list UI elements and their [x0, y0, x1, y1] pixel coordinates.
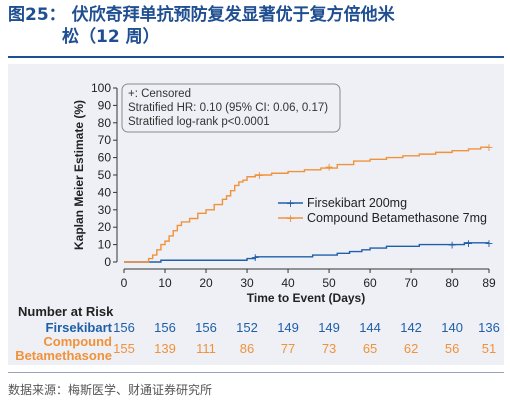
x-tick-label-30: 30 [240, 276, 254, 290]
annotation-logrank: Stratified log-rank p<0.0001 [128, 116, 270, 128]
risk-value-firsekibart-60: 144 [359, 320, 381, 335]
x-tick-label-10: 10 [158, 276, 172, 290]
censor-mark-firsekibart-1: + [447, 239, 456, 252]
censor-mark-firsekibart-3: + [484, 237, 493, 250]
risk-value-compound-30: 86 [240, 341, 254, 356]
annotation-hr: Stratified HR: 0.10 (95% CI: 0.06, 0.17) [128, 102, 328, 114]
legend-label-compound: Compound Betamethasone 7mg [307, 211, 487, 225]
risk-row-label-compound-2: Betamethasone [15, 348, 112, 363]
y-tick-label-10: 10 [98, 238, 112, 252]
legend: + Firsekibart 200mg + Compound Betametha… [278, 196, 487, 225]
risk-value-compound-0: 155 [113, 341, 135, 356]
y-tick-label-60: 60 [98, 151, 112, 165]
risk-value-firsekibart-80: 140 [441, 320, 463, 335]
title-line-2: 松（12 周） [62, 27, 160, 47]
series-layer: + + + + + + + [124, 141, 494, 264]
x-tick-label-40: 40 [281, 276, 295, 290]
risk-value-firsekibart-40: 149 [277, 320, 299, 335]
risk-value-firsekibart-89: 136 [478, 320, 500, 335]
legend-marker-compound: + [286, 212, 295, 225]
chart-panel [8, 64, 504, 365]
y-tick-label-100: 100 [91, 81, 111, 95]
risk-row-label-firsekibart: Firsekibart [46, 320, 113, 335]
km-curve-compound [124, 146, 489, 263]
y-tick-label-50: 50 [98, 168, 112, 182]
risk-value-compound-80: 56 [445, 341, 459, 356]
risk-value-compound-50: 73 [322, 341, 336, 356]
figure-title: 图25： 伏欣奇拜单抗预防复发显著优于复方倍他米 松（12 周） [8, 4, 508, 48]
risk-table: Number at Risk Firsekibart Compound Beta… [15, 304, 500, 363]
source-note: 数据来源：梅斯医学、财通证券研究所 [8, 383, 213, 397]
ticks-layer: 0 10 20 30 40 50 60 70 80 90 100 0 10 20 30 40 50 60 70 80 8… [91, 81, 496, 290]
risk-value-compound-70: 62 [404, 341, 418, 356]
y-tick-label-0: 0 [104, 255, 111, 269]
x-tick-label-20: 20 [199, 276, 213, 290]
risk-value-compound-20: 111 [196, 341, 216, 356]
annotation-frame [121, 83, 341, 133]
risk-value-compound-60: 65 [363, 341, 377, 356]
risk-value-firsekibart-20: 156 [195, 320, 217, 335]
risk-value-compound-10: 139 [154, 341, 176, 356]
x-tick-label-0: 0 [121, 276, 128, 290]
legend-label-firsekibart: Firsekibart 200mg [307, 196, 407, 210]
censor-mark-compound-1: + [324, 160, 333, 173]
legend-marker-firsekibart: + [286, 197, 295, 210]
y-axis-label: Kaplan Meier Estimate (%) [72, 100, 86, 250]
x-tick-label-60: 60 [363, 276, 377, 290]
y-tick-label-30: 30 [98, 203, 112, 217]
censor-mark-compound-0: + [255, 169, 264, 182]
title-line-1: 图25： 伏欣奇拜单抗预防复发显著优于复方倍他米 [8, 5, 395, 25]
censor-mark-compound-2: + [484, 141, 493, 154]
x-tick-label-50: 50 [322, 276, 336, 290]
annotation-censored: +: Censored [128, 88, 191, 100]
risk-value-firsekibart-50: 149 [318, 320, 340, 335]
x-tick-label-70: 70 [404, 276, 418, 290]
y-tick-label-80: 80 [98, 116, 112, 130]
x-tick-label-89: 89 [482, 276, 496, 290]
km-curve-firsekibart [124, 242, 489, 263]
risk-value-compound-89: 51 [482, 341, 496, 356]
risk-values: 156 156 156 152 149 149 144 142 140 136 155 139 111 8… [113, 320, 500, 356]
x-axis-label: Time to Event (Days) [247, 291, 365, 305]
risk-value-firsekibart-0: 156 [113, 320, 135, 335]
censor-mark-firsekibart-2: + [464, 237, 473, 250]
y-tick-label-90: 90 [98, 98, 112, 112]
y-tick-label-70: 70 [98, 133, 112, 147]
risk-value-compound-40: 77 [281, 341, 295, 356]
x-tick-label-80: 80 [445, 276, 459, 290]
risk-value-firsekibart-70: 142 [400, 320, 422, 335]
risk-value-firsekibart-10: 156 [154, 320, 176, 335]
title-rule [8, 56, 504, 58]
y-tick-label-40: 40 [98, 185, 112, 199]
censor-mark-firsekibart-0: + [251, 251, 260, 264]
y-tick-label-20: 20 [98, 220, 112, 234]
annotation-box: +: Censored Stratified HR: 0.10 (95% CI:… [121, 83, 341, 133]
footer-rule [8, 372, 504, 373]
risk-table-header: Number at Risk [18, 304, 114, 319]
risk-value-firsekibart-30: 152 [236, 320, 258, 335]
risk-row-label-compound-1: Compound [43, 334, 112, 349]
